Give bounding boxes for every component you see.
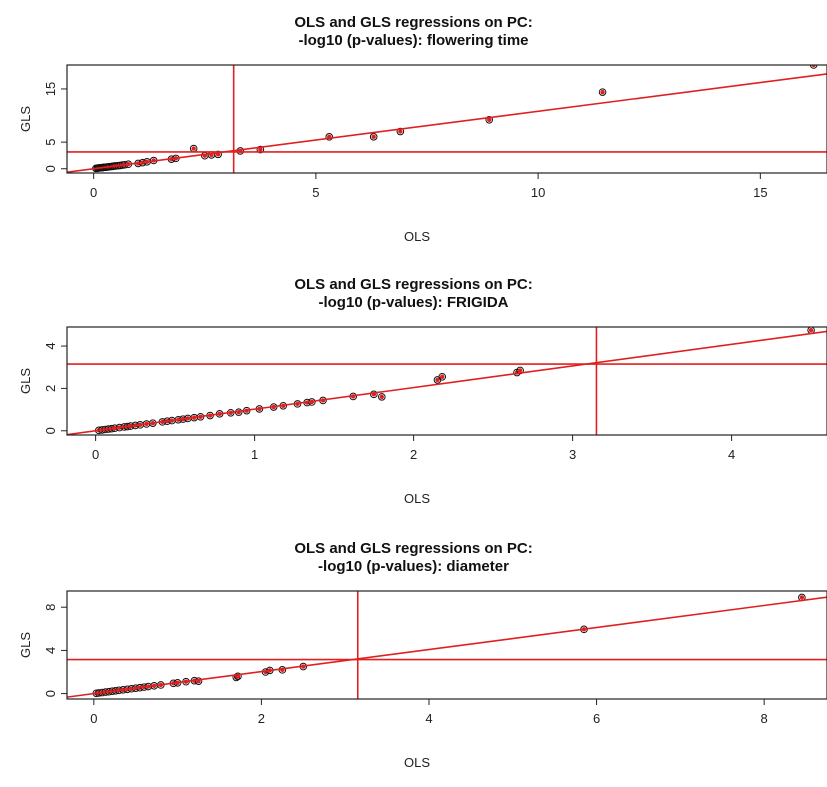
- y-axis-label: GLS: [18, 106, 33, 132]
- data-point-fill: [600, 89, 605, 95]
- data-point: [378, 393, 386, 401]
- data-point-fill: [371, 134, 376, 140]
- x-tick-label: 2: [410, 447, 417, 462]
- x-tick-label: 1: [251, 447, 258, 462]
- x-tick-label: 15: [753, 185, 767, 200]
- chart-panel-1: OLS and GLS regressions on PC: -log10 (p…: [0, 0, 827, 260]
- data-point: [396, 127, 405, 136]
- y-tick-label: 4: [43, 342, 58, 349]
- regression-line: [67, 73, 827, 173]
- data-point-fill: [440, 374, 445, 379]
- data-point-fill: [799, 595, 805, 600]
- plot-content: [67, 327, 827, 435]
- plot-area-1: 0 5 10 15 0 5 15 OLS GLS: [18, 64, 827, 244]
- y-axis-label: GLS: [18, 632, 33, 658]
- y-tick-label: 8: [43, 604, 58, 611]
- y-axis-label: GLS: [18, 368, 33, 394]
- data-point: [214, 150, 222, 159]
- chart-panel-2: OLS and GLS regressions on PC: -log10 (p…: [0, 262, 827, 522]
- plot-content: [67, 65, 827, 173]
- x-tick-label: 4: [728, 447, 735, 462]
- data-point-fill: [435, 377, 440, 383]
- data-point: [370, 390, 378, 399]
- data-point-fill: [487, 117, 492, 122]
- chart-title-3: OLS and GLS regressions on PC: -log10 (p…: [294, 540, 533, 575]
- y-tick-label: 0: [43, 690, 58, 697]
- data-point: [194, 677, 203, 685]
- data-point: [234, 672, 242, 681]
- x-tick-label: 2: [258, 711, 265, 726]
- plot-area-2: 0 1 2 3 4 0 2 4 OLS GLS: [18, 326, 827, 506]
- data-point: [369, 133, 378, 141]
- chart-title-2: OLS and GLS regressions on PC: -log10 (p…: [294, 276, 533, 311]
- y-tick-label: 0: [43, 427, 58, 434]
- x-axis-label: OLS: [404, 491, 430, 506]
- y-tick-label: 15: [43, 82, 58, 96]
- x-tick-label: 4: [425, 711, 432, 726]
- data-point-fill: [379, 394, 385, 400]
- data-point: [598, 88, 607, 96]
- data-point-fill: [517, 368, 523, 373]
- x-axis-label: OLS: [404, 755, 430, 770]
- regression-line: [67, 596, 827, 698]
- x-tick-label: 5: [312, 185, 319, 200]
- data-point: [485, 115, 494, 124]
- plot-content: [67, 591, 827, 699]
- data-point-fill: [398, 129, 403, 134]
- x-tick-label: 8: [761, 711, 768, 726]
- data-point: [256, 145, 265, 154]
- x-tick-label: 6: [593, 711, 600, 726]
- plot-area-3: 0 2 4 6 8 0 4 8 OLS GLS: [18, 590, 827, 770]
- data-point: [438, 372, 447, 381]
- plot-frame: [66, 326, 827, 436]
- plot-frame: [66, 64, 827, 174]
- x-tick-label: 3: [569, 447, 576, 462]
- data-point: [325, 133, 334, 141]
- y-tick-label: 0: [43, 165, 58, 172]
- x-axis-label: OLS: [404, 229, 430, 244]
- x-tick-label: 0: [90, 185, 97, 200]
- data-point-fill: [258, 147, 263, 152]
- y-tick-label: 5: [43, 139, 58, 146]
- plot-frame: [66, 590, 827, 700]
- data-point-fill: [191, 146, 196, 151]
- y-tick-label: 2: [43, 385, 58, 392]
- y-tick-label: 4: [43, 647, 58, 654]
- chart-title-1: OLS and GLS regressions on PC: -log10 (p…: [294, 14, 533, 49]
- x-tick-label: 0: [92, 447, 99, 462]
- data-point-fill: [808, 327, 814, 333]
- x-tick-label: 0: [90, 711, 97, 726]
- regression-line: [67, 330, 827, 435]
- x-tick-label: 10: [531, 185, 545, 200]
- chart-panel-3: OLS and GLS regressions on PC: -log10 (p…: [0, 526, 827, 786]
